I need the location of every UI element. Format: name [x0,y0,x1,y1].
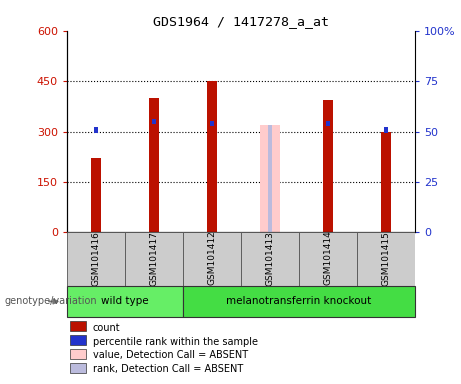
Bar [71,349,86,359]
Bar [268,126,272,232]
Text: rank, Detection Call = ABSENT: rank, Detection Call = ABSENT [93,364,243,374]
Text: GSM101412: GSM101412 [207,231,216,285]
Bar [210,121,214,126]
Bar [148,98,159,232]
Text: GSM101415: GSM101415 [381,231,390,286]
Bar [207,81,217,232]
Bar [299,232,357,286]
Bar [183,232,241,286]
Bar [125,232,183,286]
Bar [241,232,299,286]
Text: GSM101417: GSM101417 [149,231,159,286]
Text: GSM101413: GSM101413 [266,231,274,286]
Bar [152,119,156,124]
Bar [183,286,415,317]
Text: melanotransferrin knockout: melanotransferrin knockout [226,296,372,306]
Text: GSM101414: GSM101414 [323,231,332,285]
Bar [67,286,183,317]
Text: value, Detection Call = ABSENT: value, Detection Call = ABSENT [93,351,248,361]
Bar [71,335,86,346]
Bar [71,321,86,331]
Bar [381,131,391,232]
Title: GDS1964 / 1417278_a_at: GDS1964 / 1417278_a_at [153,15,329,28]
Bar [326,121,330,126]
Bar [260,125,280,232]
Bar [71,363,86,373]
Text: wild type: wild type [101,296,148,306]
Text: count: count [93,323,121,333]
Text: GSM101416: GSM101416 [91,231,100,286]
Text: percentile rank within the sample: percentile rank within the sample [93,336,258,346]
Bar [384,127,388,132]
Bar [91,158,101,232]
Bar [67,232,125,286]
Text: genotype/variation: genotype/variation [5,296,97,306]
Bar [357,232,415,286]
Bar [94,127,98,132]
Bar [323,99,333,232]
